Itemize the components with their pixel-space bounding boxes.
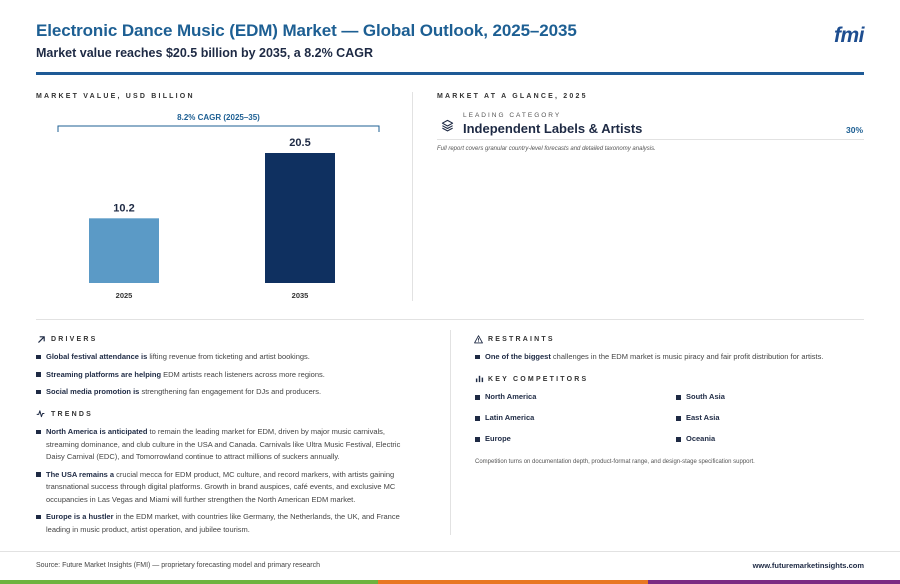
bottom-bar-purple <box>648 580 900 584</box>
competitor-item: East Asia <box>676 413 720 422</box>
trend-lead: Europe is a hustler <box>46 512 114 521</box>
top-column-divider <box>412 92 413 301</box>
restraint-text: challenges in the EDM market is music pi… <box>550 352 824 361</box>
category-label-2035: 2035 <box>292 291 309 300</box>
glance-heading: MARKET AT A GLANCE, 2025 <box>437 93 588 100</box>
cagr-annotation: 8.2% CAGR (2025–35) <box>177 113 260 122</box>
bottom-column-divider <box>450 330 451 535</box>
cagr-bracket-line <box>57 125 380 132</box>
value-label-2025: 10.2 <box>113 202 134 214</box>
bar-chart-svg: 10.2 2025 20.5 2035 <box>57 125 380 300</box>
middle-divider <box>36 319 864 320</box>
bottom-bar-orange <box>378 580 648 584</box>
footer-url-link[interactable]: www.futuremarketinsights.com <box>752 561 864 570</box>
warning-triangle-icon <box>474 335 483 344</box>
drivers-list: Global festival attendance is lifting re… <box>36 351 411 399</box>
list-item: Global festival attendance is lifting re… <box>36 351 411 364</box>
brand-logo[interactable]: fmi <box>834 24 865 47</box>
value-label-2035: 20.5 <box>289 137 310 149</box>
glance-rule <box>437 139 864 140</box>
list-item: North America is anticipated to remain t… <box>36 426 416 464</box>
list-item: Social media promotion is strengthening … <box>36 386 411 399</box>
cagr-bracket <box>57 125 380 132</box>
trend-lead: The USA remains a <box>46 469 115 479</box>
page-subtitle: Market value reaches $20.5 billion by 20… <box>36 46 373 60</box>
driver-lead: Social media promotion is <box>46 387 140 396</box>
leading-category-name: Independent Labels & Artists <box>463 121 643 136</box>
competitors-note: Competition turns on documentation depth… <box>475 459 755 465</box>
driver-text: strengthening fan engagement for DJs and… <box>139 387 322 396</box>
bottom-color-bar <box>0 580 900 584</box>
trend-lead: North America is anticipated <box>46 427 148 436</box>
restraints-heading: RESTRAINTS <box>488 336 555 343</box>
bar-chart-icon <box>475 375 484 383</box>
trends-heading: TRENDS <box>51 411 93 418</box>
restraints-list: One of the biggest challenges in the EDM… <box>475 351 865 364</box>
bar-2035 <box>265 153 335 283</box>
trend-line-icon <box>36 410 45 418</box>
trends-list: North America is anticipated to remain t… <box>36 426 416 536</box>
glance-note: Full report covers granular country-leve… <box>437 146 656 152</box>
footer-divider <box>0 551 900 552</box>
competitor-item: South Asia <box>676 392 725 401</box>
restraint-lead: One of the biggest <box>485 352 551 361</box>
footer-source: Source: Future Market Insights (FMI) — p… <box>36 562 320 569</box>
list-item: Europe is a hustler in the EDM market, w… <box>36 511 416 536</box>
market-value-heading: MARKET VALUE, USD BILLION <box>36 93 195 100</box>
arrow-up-right-icon <box>38 336 45 343</box>
layers-icon <box>441 119 454 132</box>
list-item: The USA remains a crucial mecca for EDM … <box>36 469 416 507</box>
competitors-heading: KEY COMPETITORS <box>488 376 589 383</box>
leading-category-label: LEADING CATEGORY <box>463 112 562 119</box>
driver-text: lifting revenue from ticketing and artis… <box>147 352 310 361</box>
bottom-bar-green <box>0 580 378 584</box>
header-rule <box>36 72 864 75</box>
category-label-2025: 2025 <box>116 291 133 300</box>
trend-text: crucial mecca for EDM product, MC cultur… <box>46 469 396 504</box>
trend-text: in the EDM market, with countries like G… <box>46 512 400 534</box>
list-item: One of the biggest challenges in the EDM… <box>475 351 865 364</box>
driver-text: EDM artists reach listeners across more … <box>161 369 325 379</box>
competitor-item: North America <box>475 392 536 401</box>
page-title: Electronic Dance Music (EDM) Market — Gl… <box>36 21 577 40</box>
driver-lead: Streaming platforms are helping <box>46 369 162 379</box>
competitor-item: Oceania <box>676 434 715 443</box>
driver-lead: Global festival attendance is <box>46 352 148 361</box>
drivers-heading: DRIVERS <box>51 336 98 343</box>
list-item: Streaming platforms are helping EDM arti… <box>36 369 411 382</box>
market-value-chart: 8.2% CAGR (2025–35) 10.2 2025 20.5 2035 <box>36 108 406 308</box>
leading-category-share: 30% <box>845 125 863 135</box>
bar-2025 <box>89 218 159 283</box>
trend-text: to remain the leading market for EDM, dr… <box>46 427 401 461</box>
competitor-item: Latin America <box>475 413 534 422</box>
competitor-item: Europe <box>475 434 511 443</box>
